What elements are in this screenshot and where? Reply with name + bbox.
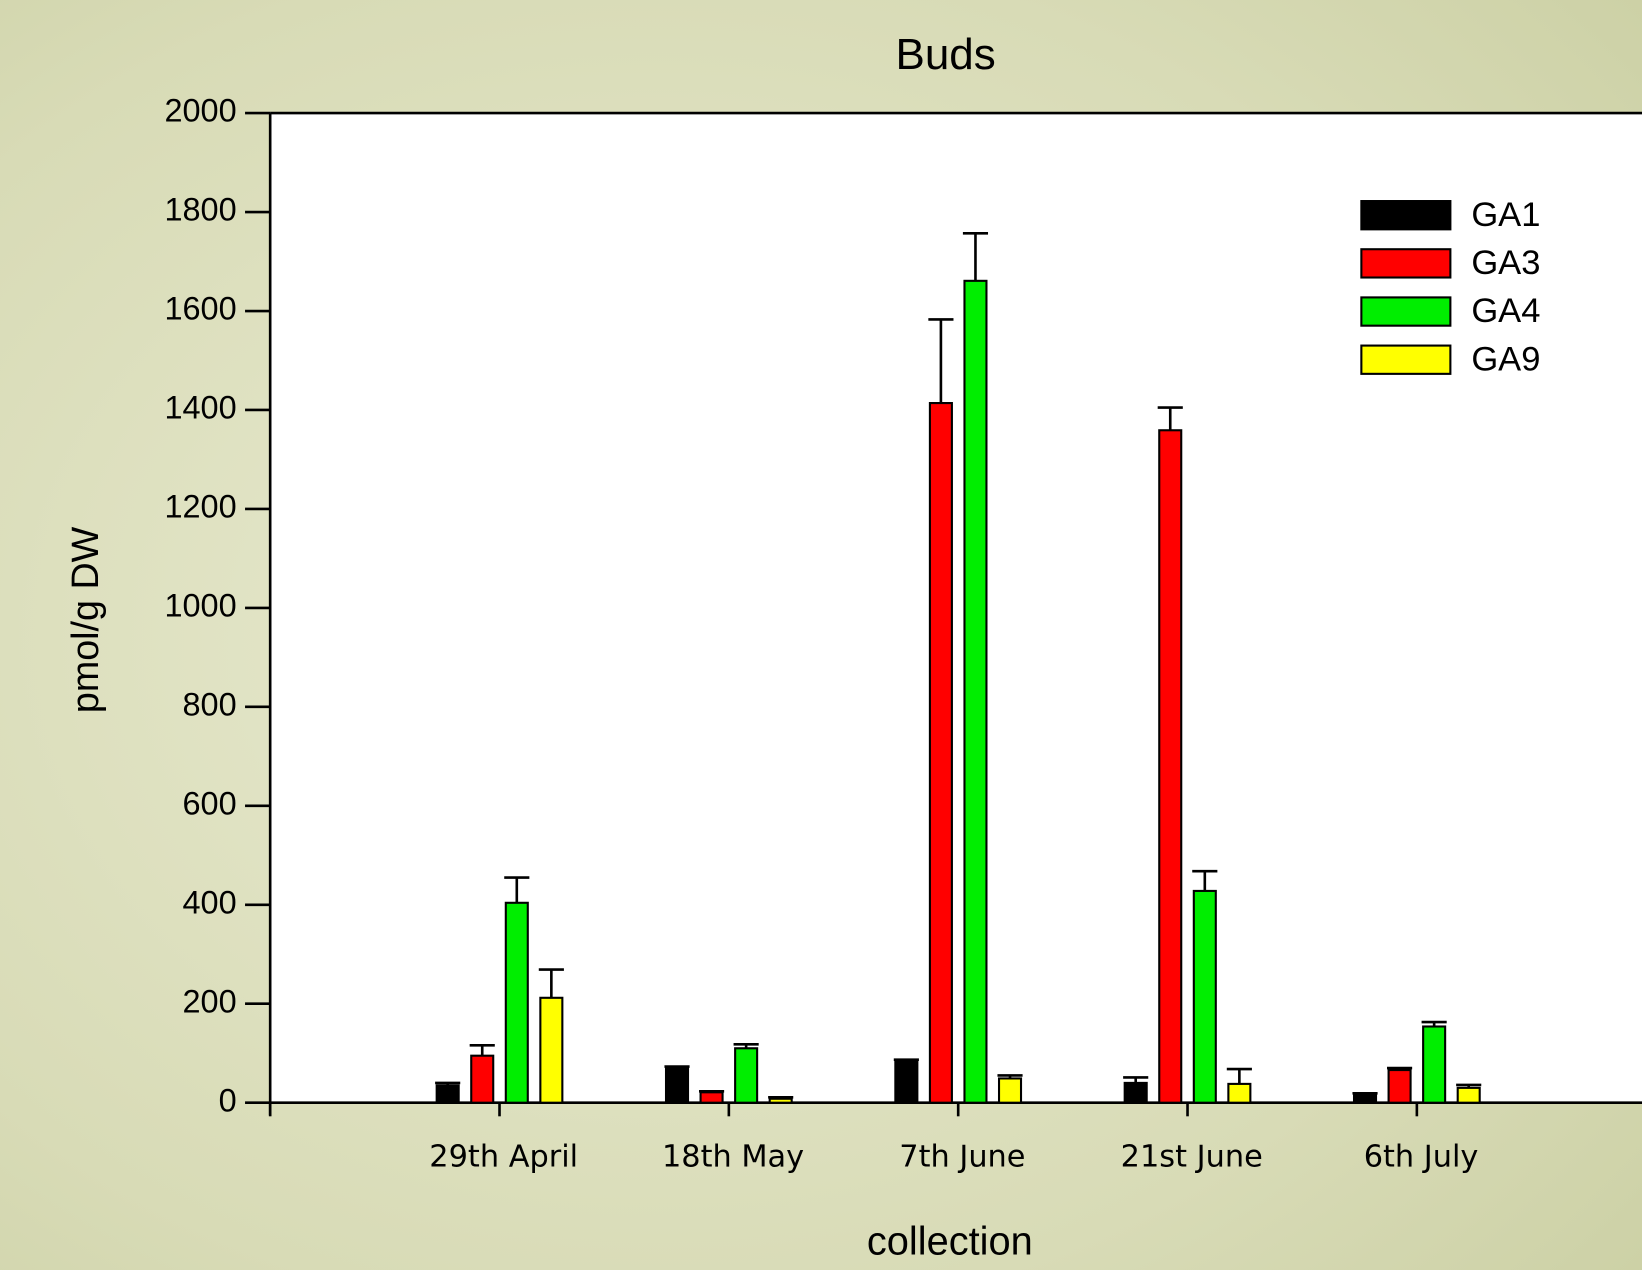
y-tick-label: 1600 xyxy=(164,291,236,327)
legend-label: GA1 xyxy=(1471,196,1540,234)
legend-swatch xyxy=(1360,296,1452,327)
y-tick-label: 400 xyxy=(183,884,237,920)
y-tick-label: 0 xyxy=(219,1082,237,1118)
x-tick-label: 29th April xyxy=(429,1140,578,1175)
plot-group: Buds collection pmol/g DW 0 200 400 600 800 1… xyxy=(64,30,1642,1264)
bar xyxy=(699,1091,724,1104)
x-axis-label: collection xyxy=(867,1220,1033,1264)
y-tick-label: 600 xyxy=(183,785,237,821)
bar xyxy=(435,1084,460,1104)
legend-swatch xyxy=(1360,344,1452,375)
bar xyxy=(1456,1086,1481,1104)
bar xyxy=(1352,1093,1378,1104)
bar xyxy=(1123,1081,1148,1104)
bar xyxy=(1227,1082,1252,1104)
chart-title: Buds xyxy=(896,30,996,79)
bar xyxy=(894,1059,919,1104)
legend-label: GA4 xyxy=(1471,292,1540,330)
y-tick-label: 1400 xyxy=(164,390,236,426)
bar xyxy=(963,279,988,1104)
bar xyxy=(664,1067,690,1104)
legend-label: GA3 xyxy=(1471,244,1540,282)
x-tick-label: 7th June xyxy=(899,1140,1025,1175)
bar xyxy=(928,402,953,1104)
x-tick-label: 6th July xyxy=(1364,1140,1479,1175)
legend-swatch xyxy=(1360,200,1452,231)
y-tick-label: 800 xyxy=(183,686,237,722)
y-tick-label: 1000 xyxy=(164,587,236,623)
y-tick-label: 200 xyxy=(183,983,237,1019)
y-tick-label: 1800 xyxy=(164,192,236,228)
legend-swatch xyxy=(1360,248,1452,279)
bar xyxy=(470,1054,495,1104)
bar xyxy=(768,1097,793,1104)
bar xyxy=(997,1077,1023,1104)
legend-label: GA9 xyxy=(1471,340,1540,378)
bar xyxy=(504,901,529,1104)
bar xyxy=(1422,1025,1447,1104)
bar xyxy=(1192,889,1217,1104)
x-tick-label: 18th May xyxy=(662,1140,804,1175)
bar xyxy=(1387,1068,1412,1104)
bar xyxy=(734,1047,759,1104)
y-axis-label: pmol/g DW xyxy=(64,526,106,713)
x-tick-label: 21st June xyxy=(1121,1140,1263,1175)
bar xyxy=(1158,429,1183,1104)
bar xyxy=(539,996,564,1104)
y-tick-label: 1200 xyxy=(164,489,236,525)
y-tick-label: 2000 xyxy=(164,93,236,129)
